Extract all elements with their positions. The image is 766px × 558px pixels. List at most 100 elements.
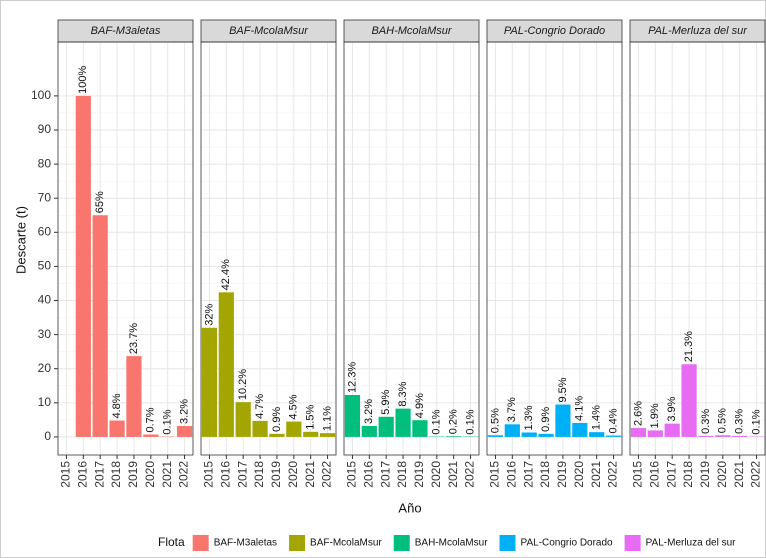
value-label: 12.3% bbox=[346, 362, 358, 393]
bar bbox=[504, 424, 520, 437]
bar bbox=[109, 420, 125, 437]
strip-label: BAF-McolaMsur bbox=[229, 25, 309, 37]
x-tick-label: 2018 bbox=[109, 461, 123, 488]
value-label: 23.7% bbox=[128, 323, 140, 354]
value-label: 0.9% bbox=[271, 407, 283, 432]
value-label: 0.1% bbox=[750, 409, 762, 434]
bar bbox=[92, 215, 108, 437]
bar bbox=[647, 430, 663, 437]
bar bbox=[126, 356, 142, 437]
value-label: 8.3% bbox=[397, 381, 409, 406]
value-label: 0.1% bbox=[162, 409, 174, 434]
x-tick-label: 2016 bbox=[218, 461, 232, 488]
panel-background bbox=[487, 42, 622, 455]
x-tick-label: 2019 bbox=[412, 461, 426, 488]
value-label: 0.9% bbox=[540, 407, 552, 432]
y-tick-label: 10 bbox=[38, 395, 52, 409]
value-label: 0.5% bbox=[489, 408, 501, 433]
value-label: 1.9% bbox=[649, 403, 661, 428]
x-tick-label: 2019 bbox=[269, 461, 283, 488]
legend-key bbox=[289, 535, 306, 551]
value-label: 3.9% bbox=[666, 396, 678, 421]
x-tick-label: 2015 bbox=[488, 461, 502, 488]
x-tick-label: 2017 bbox=[521, 461, 535, 488]
x-tick-label: 2017 bbox=[664, 461, 678, 488]
x-tick-label: 2018 bbox=[252, 461, 266, 488]
y-tick-label: 60 bbox=[38, 224, 52, 238]
panel-border bbox=[343, 41, 480, 456]
bar bbox=[664, 423, 680, 437]
x-tick-label: 2015 bbox=[345, 461, 359, 488]
bar bbox=[201, 327, 218, 437]
panel-background bbox=[344, 42, 479, 455]
bar bbox=[75, 95, 91, 437]
value-label: 4.9% bbox=[414, 393, 426, 418]
legend-label: BAF-M3aletas bbox=[214, 538, 277, 549]
bar bbox=[412, 420, 428, 437]
value-label: 0.1% bbox=[464, 409, 476, 434]
bar bbox=[176, 426, 193, 437]
strip-label: BAF-M3aletas bbox=[91, 25, 161, 37]
legend-key bbox=[499, 535, 516, 551]
x-tick-label: 2018 bbox=[538, 461, 552, 488]
value-label: 32% bbox=[203, 304, 215, 326]
y-tick-label: 0 bbox=[44, 429, 51, 443]
x-tick-label: 2022 bbox=[320, 461, 334, 488]
x-tick-label: 2016 bbox=[504, 461, 518, 488]
x-tick-label: 2021 bbox=[589, 461, 603, 488]
x-tick-label: 2015 bbox=[631, 461, 645, 488]
bar bbox=[698, 435, 714, 437]
y-tick-label: 70 bbox=[38, 190, 52, 204]
bar bbox=[218, 292, 234, 437]
bar bbox=[732, 435, 748, 437]
y-tick-label: 80 bbox=[38, 156, 52, 170]
legend-title: Flota bbox=[158, 535, 185, 549]
value-label: 4.8% bbox=[111, 393, 123, 418]
value-label: 4.7% bbox=[254, 394, 266, 419]
bar bbox=[446, 436, 462, 437]
legend-key bbox=[192, 535, 209, 551]
bar bbox=[252, 420, 268, 437]
bar bbox=[555, 404, 571, 437]
x-tick-label: 2019 bbox=[555, 461, 569, 488]
value-label: 100% bbox=[77, 66, 89, 94]
bar bbox=[487, 435, 504, 437]
x-tick-label: 2020 bbox=[715, 461, 729, 488]
value-label: 65% bbox=[94, 191, 106, 213]
value-label: 0.3% bbox=[734, 409, 746, 434]
value-label: 3.7% bbox=[506, 397, 518, 422]
legend-key bbox=[393, 535, 410, 551]
x-tick-label: 2016 bbox=[647, 461, 661, 488]
bar bbox=[361, 426, 377, 437]
value-label: 9.5% bbox=[557, 377, 569, 402]
value-label: 0.5% bbox=[717, 408, 729, 433]
value-label: 3.2% bbox=[363, 399, 375, 424]
x-tick-label: 2021 bbox=[446, 461, 460, 488]
x-tick-label: 2022 bbox=[606, 461, 620, 488]
legend-label: PAL-Congrio Dorado bbox=[521, 538, 614, 549]
x-tick-label: 2019 bbox=[126, 461, 140, 488]
x-tick-label: 2022 bbox=[463, 461, 477, 488]
panel-border bbox=[57, 41, 194, 456]
x-tick-label: 2020 bbox=[286, 461, 300, 488]
value-label: 1.4% bbox=[591, 405, 603, 430]
y-axis-title: Descarte (t) bbox=[13, 206, 28, 274]
value-label: 0.1% bbox=[431, 409, 443, 434]
legend-label: BAF-McolaMsur bbox=[310, 538, 382, 549]
y-tick-label: 20 bbox=[38, 361, 52, 375]
value-label: 3.2% bbox=[178, 399, 190, 424]
value-label: 1.5% bbox=[305, 405, 317, 430]
x-tick-label: 2017 bbox=[378, 461, 392, 488]
bar bbox=[395, 408, 411, 437]
x-tick-label: 2015 bbox=[202, 461, 216, 488]
value-label: 2.6% bbox=[632, 401, 644, 426]
x-tick-label: 2020 bbox=[429, 461, 443, 488]
value-label: 0.2% bbox=[448, 409, 460, 434]
value-label: 10.2% bbox=[237, 369, 249, 400]
value-label: 0.3% bbox=[700, 409, 712, 434]
bar bbox=[319, 433, 336, 437]
y-tick-label: 100 bbox=[31, 88, 51, 102]
bar bbox=[378, 416, 394, 437]
x-tick-label: 2021 bbox=[732, 461, 746, 488]
